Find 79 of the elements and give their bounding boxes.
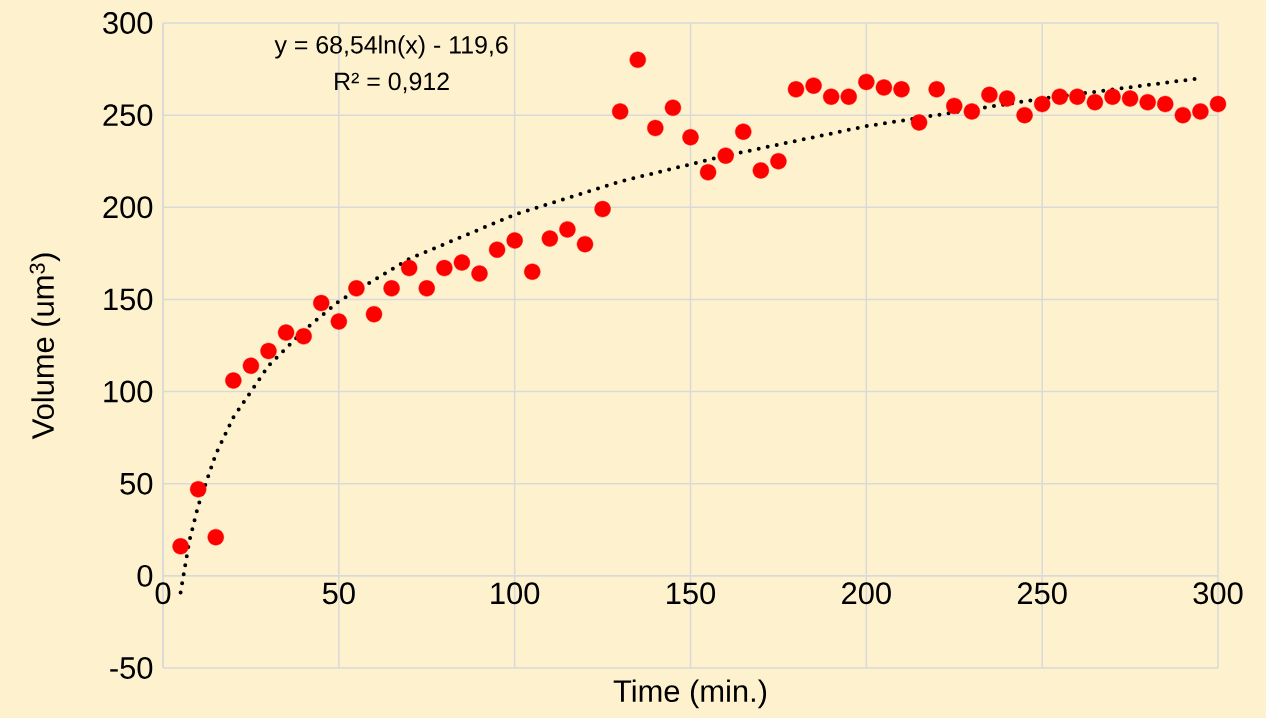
point [1051,88,1068,105]
y-tick-label: 150 [104,288,153,311]
point [559,221,576,238]
point [770,153,787,170]
point [453,254,471,271]
point [1192,103,1209,120]
point [436,259,453,277]
point [207,528,224,546]
point [506,232,523,249]
point [611,103,629,120]
y-tick-label: 200 [103,196,153,219]
point [1016,106,1033,124]
point [383,280,400,297]
point [717,147,734,164]
y-axis-title: Volume (um$^{3}$) [29,253,61,440]
y-tick-label: 50 [120,472,153,495]
point [1174,106,1192,124]
point [946,97,963,115]
annotation: y = 68,54ln(x) - 119,6 [274,35,508,59]
point [840,88,857,105]
point [875,79,893,96]
point [260,342,277,360]
point [1157,95,1174,113]
point [805,77,822,94]
x-tick-label: 250 [1017,582,1067,605]
point [699,164,717,181]
point [1121,90,1139,107]
x-tick-label: 300 [1193,582,1243,605]
point [1209,95,1227,113]
y-tick-label: -50 [110,657,153,679]
point [910,114,928,131]
point [1033,95,1051,113]
point [594,200,611,218]
point [998,90,1016,107]
point [295,328,312,345]
point [893,81,910,98]
point [981,86,998,104]
point [365,305,383,323]
point [313,294,330,312]
point [647,119,664,137]
point [189,481,207,498]
point [330,313,348,330]
x-axis-title: Time (min.) [613,679,767,709]
point [172,538,189,555]
y-tick-label: 250 [103,104,153,127]
point [1104,88,1121,105]
point [752,162,770,179]
x-tick-label: 150 [667,582,716,605]
point [488,241,506,258]
point [348,280,365,297]
point [541,230,559,247]
x-tick-label: 50 [322,582,355,605]
point [277,324,295,341]
point [1086,94,1104,111]
point [1139,94,1156,111]
point [963,103,981,120]
point [629,51,646,69]
point [735,123,752,140]
point [524,263,541,280]
point [400,259,418,277]
point [822,88,840,105]
point [1069,88,1086,105]
y-tick-label: 300 [103,12,153,34]
point [418,280,435,297]
point [242,357,260,374]
x-tick-label: 0 [155,582,171,605]
annotation: R² = 0,912 [335,72,449,94]
point [576,235,594,253]
point [471,265,488,282]
point [682,129,699,146]
y-tick-label: 100 [104,380,153,403]
x-tick-label: 200 [842,582,891,605]
point [858,73,875,91]
point [225,372,242,389]
point [787,81,805,98]
y-tick-label: 0 [137,564,153,587]
point [928,81,945,98]
x-tick-label: 100 [491,582,540,605]
point [664,99,682,116]
